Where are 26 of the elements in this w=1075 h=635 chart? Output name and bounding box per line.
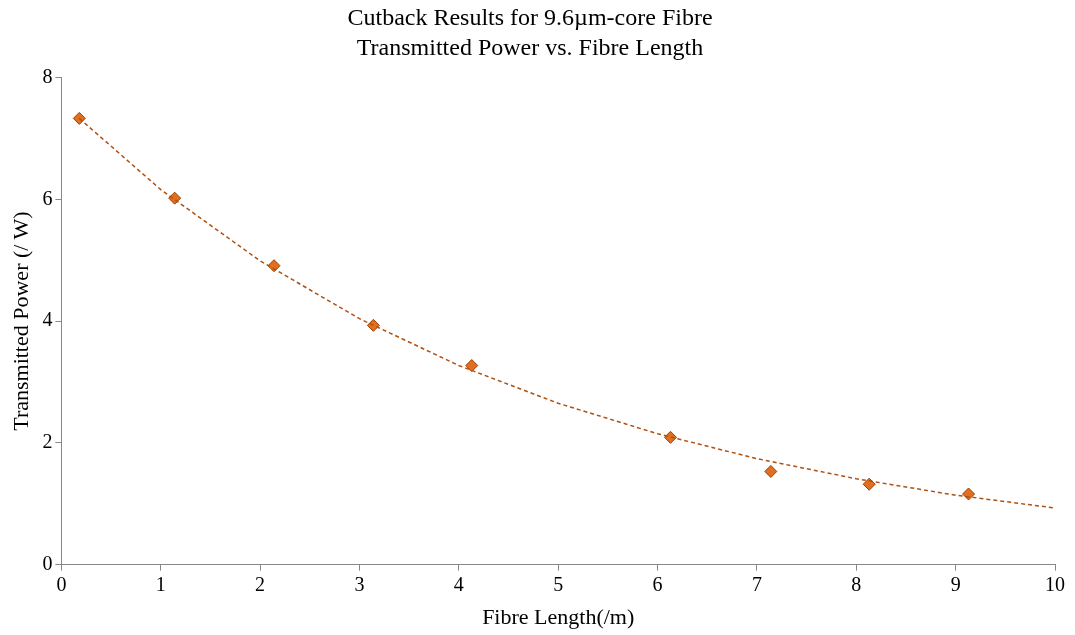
point bbox=[465, 359, 479, 373]
y-tick-label: 4 bbox=[42, 308, 53, 331]
y-tick-label: 0 bbox=[42, 551, 53, 574]
x-tick-label: 0 bbox=[56, 572, 67, 595]
x-tick-label: 4 bbox=[453, 572, 464, 595]
x-tick-label: 5 bbox=[553, 572, 564, 595]
x-axis-title: Fibre Length(/m) bbox=[482, 603, 635, 629]
x-tick-label: 8 bbox=[851, 572, 862, 595]
y-axis-title: Transmitted Power (/ W) bbox=[7, 211, 33, 431]
x-tick-label: 9 bbox=[950, 572, 961, 595]
y-tick-label: 6 bbox=[42, 186, 53, 209]
y-tick-label: 8 bbox=[42, 64, 53, 87]
point bbox=[962, 487, 976, 501]
x-tick-label: 6 bbox=[652, 572, 663, 595]
x-tick-label: 2 bbox=[255, 572, 266, 595]
x-tick-label: 3 bbox=[354, 572, 365, 595]
chart-title: Cutback Results for 9.6µm-core Fibre bbox=[347, 3, 713, 30]
chart-subtitle: Transmitted Power vs. Fibre Length bbox=[356, 34, 704, 61]
x-tick-label: 10 bbox=[1045, 572, 1065, 595]
point bbox=[366, 318, 380, 332]
point bbox=[72, 111, 86, 125]
x-tick-label: 1 bbox=[155, 572, 166, 595]
y-tick-label: 2 bbox=[42, 430, 53, 453]
x-tick-label: 7 bbox=[751, 572, 762, 595]
point bbox=[862, 477, 876, 491]
point bbox=[764, 464, 778, 478]
